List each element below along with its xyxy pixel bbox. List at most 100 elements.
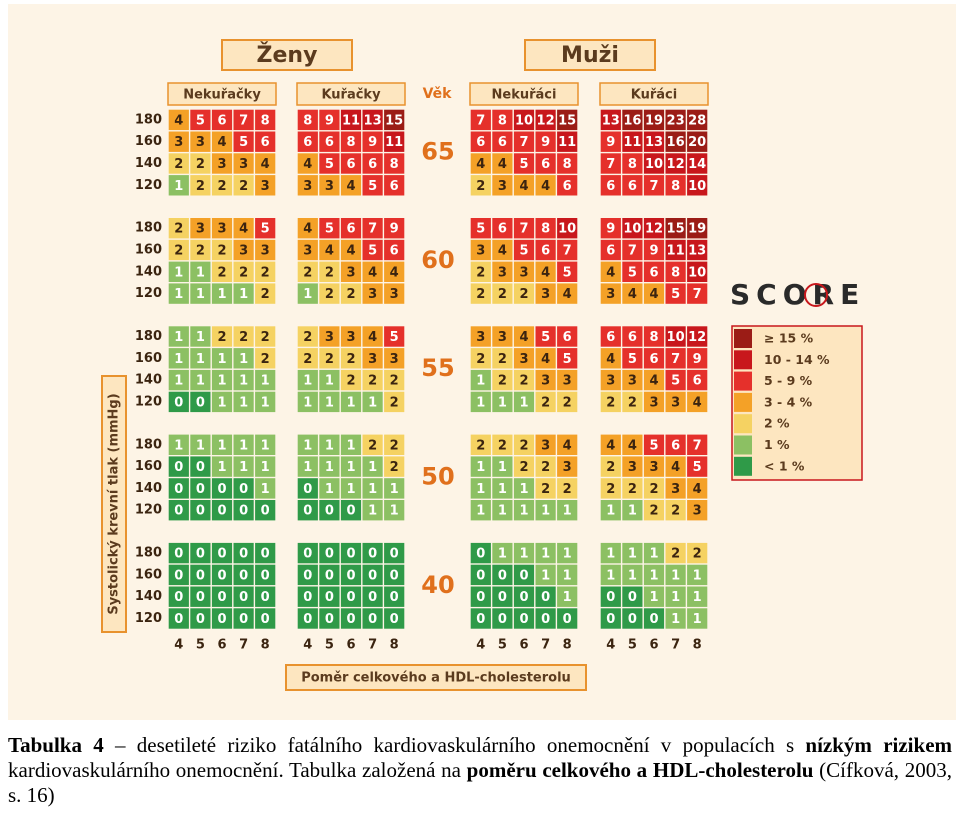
bp-label: 140 bbox=[135, 156, 162, 171]
risk-value: 0 bbox=[174, 612, 183, 627]
risk-value: 2 bbox=[325, 265, 334, 280]
risk-cell bbox=[470, 478, 491, 499]
risk-cell bbox=[233, 608, 254, 629]
risk-cell bbox=[362, 239, 383, 261]
legend-label: 2 % bbox=[764, 416, 790, 431]
risk-value: 0 bbox=[239, 504, 248, 519]
risk-cell bbox=[384, 153, 405, 174]
risk-value: 2 bbox=[390, 438, 399, 453]
risk-value: 0 bbox=[196, 395, 205, 410]
risk-value: 7 bbox=[671, 352, 680, 367]
risk-value: 0 bbox=[368, 547, 377, 562]
risk-value: 5 bbox=[325, 157, 334, 172]
chol-label: 6 bbox=[217, 638, 226, 653]
risk-cell bbox=[665, 391, 686, 413]
risk-value: 0 bbox=[346, 568, 355, 583]
risk-cell bbox=[190, 369, 211, 391]
risk-cell bbox=[297, 109, 318, 131]
risk-cell bbox=[687, 608, 708, 629]
risk-cell bbox=[687, 109, 708, 131]
risk-value: 5 bbox=[519, 244, 528, 259]
risk-value: 1 bbox=[476, 482, 485, 497]
risk-cell bbox=[255, 175, 276, 196]
risk-cell bbox=[340, 239, 362, 261]
risk-cell bbox=[168, 153, 189, 174]
risk-value: 9 bbox=[541, 135, 550, 150]
risk-cell bbox=[687, 175, 708, 196]
risk-cell bbox=[384, 586, 405, 607]
risk-cell bbox=[319, 478, 340, 499]
risk-value: 3 bbox=[390, 352, 399, 367]
risk-cell bbox=[600, 542, 621, 564]
risk-value: 0 bbox=[196, 568, 205, 583]
risk-value: 1 bbox=[693, 568, 702, 583]
risk-cell bbox=[687, 456, 708, 477]
risk-value: 1 bbox=[368, 395, 377, 410]
risk-cell bbox=[470, 608, 491, 629]
chol-label: 6 bbox=[519, 638, 528, 653]
risk-cell bbox=[319, 218, 340, 239]
risk-cell bbox=[513, 500, 535, 521]
risk-value: 0 bbox=[196, 590, 205, 605]
risk-value: 7 bbox=[649, 179, 658, 194]
risk-value: 8 bbox=[390, 157, 399, 172]
risk-cell bbox=[233, 348, 254, 369]
risk-value: 6 bbox=[476, 135, 485, 150]
risk-cell bbox=[319, 564, 340, 586]
risk-value: 1 bbox=[606, 504, 615, 519]
risk-cell bbox=[513, 175, 535, 196]
risk-value: 0 bbox=[519, 590, 528, 605]
risk-value: 19 bbox=[688, 222, 706, 237]
risk-cell bbox=[665, 218, 686, 239]
risk-cell bbox=[190, 283, 211, 304]
risk-cell bbox=[622, 261, 643, 282]
risk-value: 3 bbox=[628, 460, 637, 475]
risk-cell bbox=[168, 326, 189, 347]
risk-cell bbox=[168, 175, 189, 196]
risk-value: 4 bbox=[606, 438, 615, 453]
risk-cell bbox=[687, 131, 708, 152]
risk-value: 12 bbox=[537, 113, 555, 128]
risk-cell bbox=[557, 434, 578, 455]
risk-cell bbox=[492, 542, 513, 564]
risk-value: 15 bbox=[558, 113, 576, 128]
risk-value: 5 bbox=[239, 135, 248, 150]
risk-value: 3 bbox=[390, 287, 399, 302]
risk-value: 23 bbox=[667, 113, 685, 128]
subgroup-label: Nekuřáci bbox=[492, 88, 557, 103]
risk-cell bbox=[470, 391, 491, 413]
legend-label: < 1 % bbox=[764, 458, 805, 473]
risk-value: 1 bbox=[671, 590, 680, 605]
risk-value: 6 bbox=[671, 438, 680, 453]
risk-cell bbox=[622, 456, 643, 477]
risk-cell bbox=[643, 153, 665, 174]
risk-value: 0 bbox=[239, 568, 248, 583]
risk-cell bbox=[600, 261, 621, 282]
risk-value: 1 bbox=[303, 287, 312, 302]
risk-value: 0 bbox=[541, 590, 550, 605]
risk-cell bbox=[319, 131, 340, 152]
subgroup-box bbox=[167, 82, 277, 106]
risk-cell bbox=[622, 239, 643, 261]
risk-cell bbox=[319, 434, 340, 455]
risk-value: 0 bbox=[390, 547, 399, 562]
risk-cell bbox=[297, 608, 318, 629]
risk-value: 3 bbox=[563, 460, 572, 475]
risk-cell bbox=[492, 608, 513, 629]
bp-label: 140 bbox=[135, 264, 162, 279]
risk-value: 1 bbox=[693, 590, 702, 605]
risk-value: 4 bbox=[217, 135, 226, 150]
chol-label: 5 bbox=[196, 638, 205, 653]
risk-cell bbox=[340, 175, 362, 196]
risk-cell bbox=[492, 326, 513, 347]
risk-cell bbox=[600, 175, 621, 196]
risk-value: 4 bbox=[498, 244, 507, 259]
risk-cell bbox=[233, 564, 254, 586]
risk-value: 2 bbox=[541, 482, 550, 497]
risk-value: 0 bbox=[498, 568, 507, 583]
bp-label: 120 bbox=[135, 394, 162, 409]
risk-cell bbox=[362, 326, 383, 347]
risk-value: 2 bbox=[217, 265, 226, 280]
risk-value: 11 bbox=[342, 113, 360, 128]
risk-cell bbox=[535, 564, 556, 586]
